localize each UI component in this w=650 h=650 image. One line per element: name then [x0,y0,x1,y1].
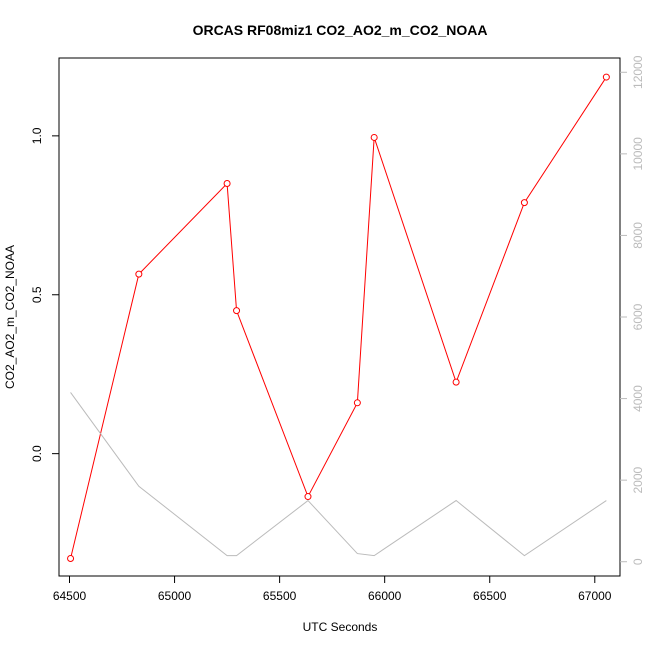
data-point [135,270,143,278]
series-layer [67,73,610,563]
series-line-left [70,76,607,559]
data-point [353,399,361,407]
y2-tick-label: 6000 [631,303,645,330]
y2-tick-label: 4000 [631,385,645,412]
y-axis-label: CO2_AO2_m_CO2_NOAA [3,245,17,389]
plot-frame [58,57,621,577]
y-tick-label: 0.0 [30,445,44,462]
x-tick-label: 65000 [158,589,192,603]
y2-tick-label: 12000 [631,55,645,89]
y2-tick-label: 2000 [631,466,645,493]
right-axis: 0 2000 4000 6000 8000 10000 12000 [620,55,645,565]
x-axis-label: UTC Seconds [303,620,378,634]
y2-tick-label: 8000 [631,222,645,249]
y-tick-label: 0.5 [30,286,44,303]
x-tick-label: 66500 [473,589,507,603]
series-line-right [70,392,607,557]
data-point [370,133,378,141]
chart-title: ORCAS RF08miz1 CO2_AO2_m_CO2_NOAA [193,22,488,38]
x-tick-label: 67000 [578,589,612,603]
data-point [452,378,460,386]
x-tick-label: 65500 [263,589,297,603]
x-tick-label: 64500 [53,589,87,603]
y2-tick-label: 0 [631,558,645,565]
bottom-axis: 64500 65000 65500 66000 66500 67000 [53,576,612,603]
data-point [67,555,75,563]
data-point [602,73,610,81]
data-point [223,180,231,188]
x-tick-label: 66000 [368,589,402,603]
left-axis: 0.0 0.5 1.0 [30,127,59,462]
y2-tick-label: 10000 [631,137,645,171]
data-point [233,307,241,315]
data-point [520,199,528,207]
y-tick-label: 1.0 [30,127,44,144]
data-point [304,493,312,501]
